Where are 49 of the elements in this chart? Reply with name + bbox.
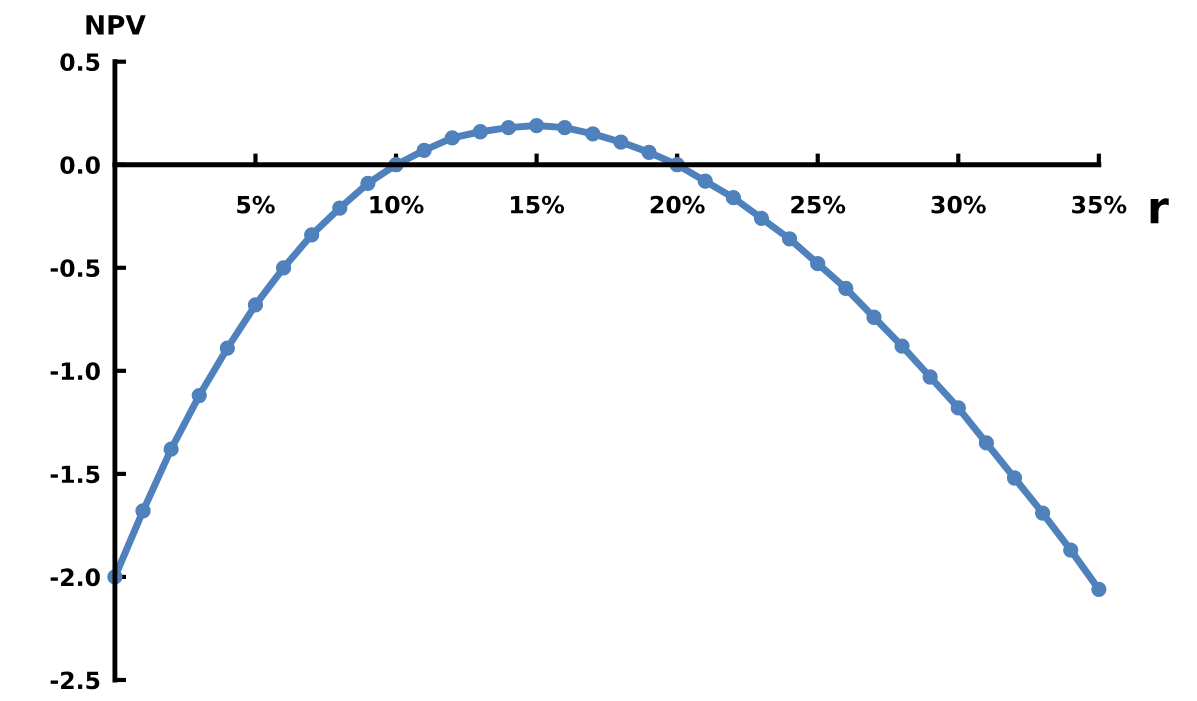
point [922,369,938,385]
point [360,175,376,191]
x-tick-label: 10% [370,195,424,214]
point [444,130,460,146]
y-tick-label: 0.5 [60,53,100,71]
point [1034,505,1051,521]
point [304,227,320,243]
point [641,144,657,161]
point [528,117,545,134]
point [950,400,966,416]
point [163,441,179,457]
point [191,387,207,404]
point [1006,470,1023,486]
point [1063,542,1079,558]
point [585,126,601,142]
point [557,119,573,136]
y-tick-label: -1.5 [50,465,100,484]
x-tick-label: 20% [650,195,705,214]
point [1091,581,1107,597]
point [500,119,517,136]
point [135,503,151,519]
point [472,124,489,140]
point [219,340,236,356]
point [613,134,629,150]
point [725,190,742,206]
y-axis-title: NPV [86,15,146,35]
point [894,338,910,354]
point [247,297,264,313]
point [275,260,292,276]
point [838,280,854,297]
x-tick-label: 15% [511,195,565,214]
point [697,173,713,189]
y-tick-label: -2.5 [50,671,100,690]
y-tick-label: -2.0 [50,568,100,587]
x-tick-label: 35% [1072,195,1127,214]
point [810,256,826,272]
point [781,231,798,247]
x-tick-label: 5% [237,195,275,214]
x-tick-label: 30% [931,195,986,214]
point [978,435,995,451]
point [416,142,432,158]
y-tick-label: -0.5 [50,259,100,278]
x-tick-label: 25% [791,195,846,214]
y-tick-label: 0.0 [60,156,100,175]
point [332,200,348,216]
x-axis-title: r [1150,198,1169,224]
point [866,309,882,325]
y-tick-label: -1.0 [50,362,100,381]
point [753,210,770,226]
